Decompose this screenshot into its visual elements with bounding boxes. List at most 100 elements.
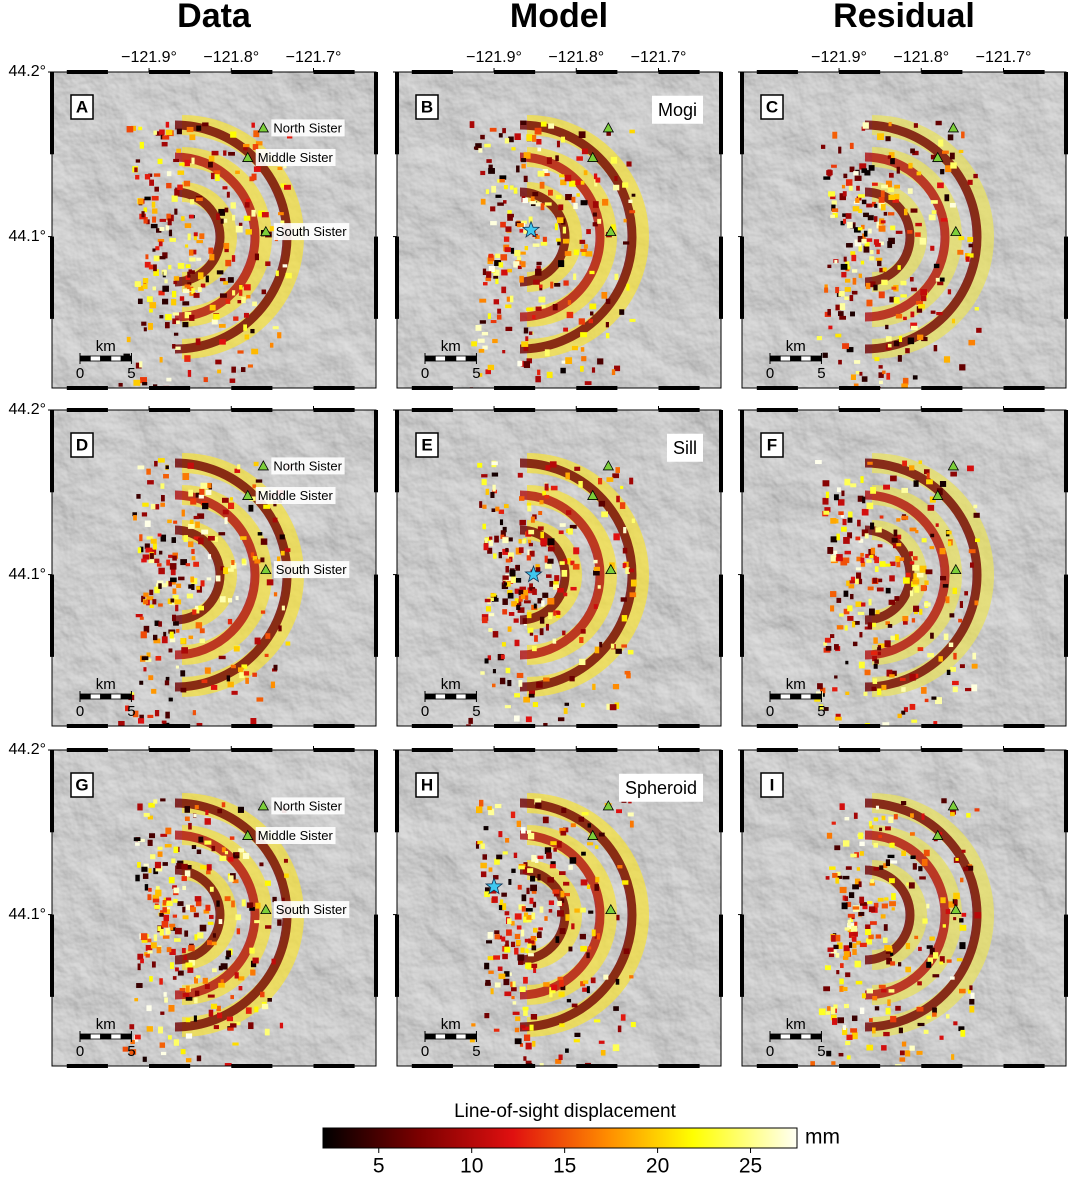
displacement-pixel (245, 198, 251, 203)
deformation-fringe (174, 490, 260, 660)
displacement-pixel (475, 806, 483, 814)
displacement-pixel (146, 1005, 152, 1012)
displacement-pixel (168, 877, 175, 884)
frame-bar (50, 914, 54, 997)
displacement-pixel (842, 1025, 847, 1030)
displacement-pixel (260, 538, 268, 545)
displacement-pixel (141, 211, 145, 218)
displacement-pixel (507, 552, 514, 559)
displacement-pixel (145, 254, 149, 260)
displacement-pixel (510, 811, 516, 819)
displacement-pixel (857, 578, 863, 585)
displacement-pixel (252, 144, 259, 151)
displacement-pixel (248, 1022, 254, 1030)
displacement-pixel (842, 518, 847, 526)
displacement-pixel (616, 809, 623, 814)
displacement-pixel (580, 879, 588, 886)
frame-bar (719, 574, 723, 657)
displacement-pixel (152, 894, 160, 901)
displacement-pixel (580, 332, 588, 338)
volcano-marker (587, 829, 599, 840)
displacement-pixel (147, 894, 152, 901)
displacement-pixel (508, 537, 513, 542)
displacement-pixel (943, 633, 949, 641)
displacement-pixel (834, 675, 838, 679)
displacement-pixel (506, 393, 510, 399)
displacement-pixel (169, 563, 177, 570)
displacement-pixel (145, 658, 152, 662)
displacement-pixel (502, 851, 508, 855)
displacement-pixel (937, 182, 944, 189)
displacement-pixel (185, 1018, 191, 1023)
displacement-pixel (540, 203, 545, 211)
frame-bar (1064, 750, 1068, 833)
displacement-pixel (869, 281, 876, 288)
displacement-pixel (826, 1011, 831, 1015)
displacement-pixel (190, 249, 197, 255)
displacement-pixel (819, 704, 824, 710)
displacement-pixel (861, 529, 869, 537)
displacement-pixel (884, 897, 889, 901)
displacement-pixel (511, 147, 516, 151)
displacement-pixel (166, 900, 173, 907)
displacement-pixel (592, 222, 598, 227)
displacement-pixel (521, 163, 526, 169)
displacement-pixel (891, 893, 896, 900)
displacement-pixel (162, 285, 169, 292)
displacement-pixel (488, 867, 493, 872)
displacement-pixel (498, 509, 505, 514)
displacement-pixel (157, 846, 163, 850)
displacement-pixel (215, 174, 220, 182)
displacement-pixel (927, 504, 935, 511)
displacement-pixel (869, 882, 875, 886)
displacement-pixel (968, 339, 976, 346)
displacement-pixel (522, 867, 530, 874)
displacement-pixel (526, 307, 534, 311)
displacement-pixel (524, 600, 531, 604)
frame-bar (494, 386, 536, 390)
displacement-pixel (850, 483, 857, 488)
displacement-pixel (494, 858, 500, 865)
displacement-pixel (538, 284, 543, 288)
displacement-pixel (850, 593, 854, 600)
frame-bar (411, 1064, 453, 1068)
displacement-pixel (154, 586, 160, 594)
displacement-pixel (832, 550, 838, 555)
panel-content (397, 750, 721, 1066)
displacement-pixel (468, 717, 473, 724)
displacement-pixel (840, 514, 845, 518)
displacement-pixel (891, 286, 897, 290)
displacement-pixel (831, 821, 836, 825)
scale-bar-segment (465, 693, 477, 700)
displacement-pixel (900, 280, 907, 286)
displacement-pixel (144, 952, 150, 956)
displacement-pixel (189, 292, 196, 296)
displacement-pixel (911, 287, 917, 292)
displacement-pixel (490, 594, 498, 600)
displacement-pixel (901, 487, 909, 493)
displacement-pixel (861, 199, 867, 205)
displacement-pixel (622, 880, 629, 885)
displacement-pixel (840, 963, 844, 968)
displacement-pixel (833, 644, 839, 650)
displacement-pixel (168, 697, 173, 702)
displacement-pixel (851, 621, 856, 628)
displacement-pixel (888, 172, 894, 178)
displacement-pixel (565, 194, 572, 201)
displacement-pixel (968, 243, 973, 248)
displacement-pixel (502, 579, 506, 585)
y-tick-label: 44.1° (8, 228, 46, 245)
panel-letter: A (76, 97, 88, 116)
displacement-pixel (859, 1007, 865, 1014)
displacement-pixel (231, 1077, 236, 1082)
panel-letter: B (421, 97, 433, 116)
displacement-pixel (872, 656, 878, 662)
displacement-pixel (857, 519, 861, 527)
displacement-pixel (167, 519, 172, 524)
displacement-pixel (510, 981, 515, 987)
displacement-pixel (557, 587, 564, 593)
displacement-pixel (163, 992, 167, 997)
displacement-pixel (626, 672, 631, 679)
displacement-pixel (176, 320, 180, 325)
displacement-pixel (897, 265, 901, 270)
